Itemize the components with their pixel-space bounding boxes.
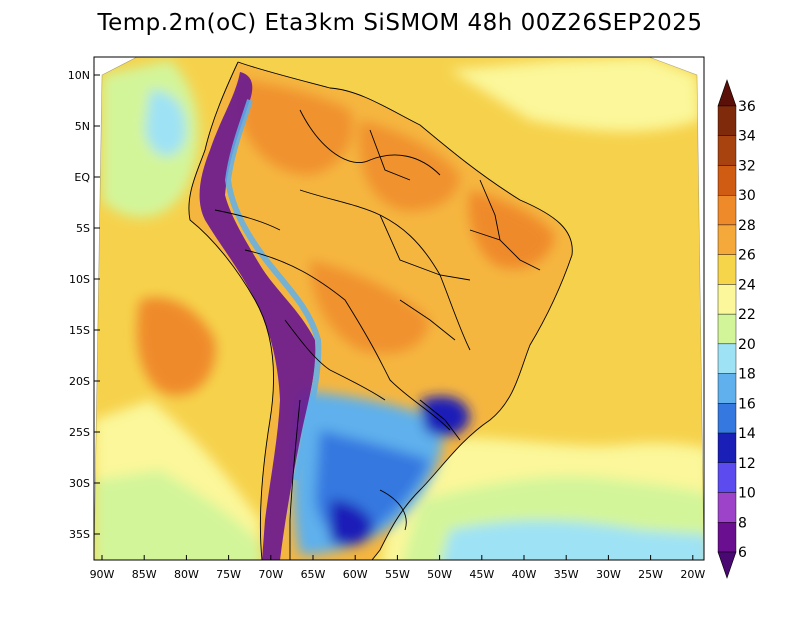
lon-label: 30W <box>596 568 621 581</box>
colorbar-labels: 36 34 32 30 28 26 24 22 20 18 16 14 12 10 8 6 <box>738 99 756 561</box>
colorbar-segment <box>717 492 737 523</box>
lon-label: 60W <box>343 568 368 581</box>
west-coastline <box>188 61 274 560</box>
amazon-hot-region <box>359 120 460 211</box>
colorbar-label: 20 <box>738 337 756 353</box>
brazil-state-3 <box>439 274 471 351</box>
colorbar-label: 16 <box>738 396 756 412</box>
colorbar-label: 30 <box>738 188 756 204</box>
lon-label: 65W <box>301 568 326 581</box>
lat-label: 5S <box>76 222 90 235</box>
argentina-chile-border <box>289 399 301 560</box>
lon-label: 55W <box>385 568 410 581</box>
colorbar-label: 22 <box>738 307 756 323</box>
brazil-border-west <box>244 249 451 431</box>
colorbar-segment <box>717 522 737 553</box>
colombia-peru-border <box>214 209 281 231</box>
colorbar-segment <box>717 403 737 434</box>
southern-colder-region <box>330 500 375 546</box>
lat-label: 10N <box>68 69 90 82</box>
pacific-warm-patch <box>136 297 216 396</box>
temperature-field <box>94 57 704 560</box>
brazil-state-4 <box>469 229 541 271</box>
colorbar-top-arrow <box>717 79 737 107</box>
colorbar-segment <box>717 462 737 493</box>
brazil-state-5 <box>399 299 456 341</box>
south-atlantic-colder <box>440 520 704 560</box>
lon-label: 70W <box>258 568 283 581</box>
colorbar-segment <box>717 373 737 404</box>
lon-label: 25W <box>638 568 663 581</box>
colorbar-label: 14 <box>738 426 756 442</box>
lat-label: 25S <box>69 426 90 439</box>
colorbar-label: 10 <box>738 486 756 502</box>
andes-edge <box>224 99 322 481</box>
brazil-border-north <box>299 109 441 176</box>
colorbar-segment <box>717 194 737 226</box>
colorbar-label: 12 <box>738 456 756 472</box>
lat-label: 10S <box>69 273 90 286</box>
colorbar-label: 18 <box>738 367 756 383</box>
colorbar-label: 6 <box>738 545 747 561</box>
northeast-hot-region <box>468 190 555 269</box>
north-atlantic-cool <box>450 57 700 132</box>
colorbar-label: 24 <box>738 277 756 293</box>
peru-bolivia-border <box>284 319 331 371</box>
colorbar-segment <box>717 254 737 285</box>
lat-label: 15S <box>69 324 90 337</box>
lat-label: 35S <box>69 528 90 541</box>
colorbar-label: 32 <box>738 158 756 174</box>
latitude-labels: 10N 5N EQ 5S 10S 15S 20S 25S 30S 35S <box>68 69 100 541</box>
lon-label: 75W <box>216 568 241 581</box>
brazil-state-2 <box>379 214 471 281</box>
colorbar-segment <box>717 135 737 166</box>
southeast-cold-region <box>420 396 470 437</box>
colorbar-label: 26 <box>738 248 756 264</box>
uruguay-border <box>379 489 407 531</box>
colorbar-segment <box>717 343 737 374</box>
colorbar-label: 8 <box>738 515 747 531</box>
colorbar-segments <box>717 79 737 579</box>
brazil-state-7 <box>369 129 411 181</box>
colorbar-label: 28 <box>738 218 756 234</box>
bolivia-paraguay-border <box>329 369 386 401</box>
lon-label: 80W <box>174 568 199 581</box>
lon-label: 40W <box>512 568 537 581</box>
lon-label: 20W <box>680 568 705 581</box>
north-pacific-colder <box>145 90 186 157</box>
lon-label: 35W <box>554 568 579 581</box>
brazil-state-8 <box>479 179 501 241</box>
colorbar-segment <box>717 313 737 345</box>
lat-label: 20S <box>69 375 90 388</box>
country-borders <box>188 61 573 560</box>
brazil-state-6 <box>419 399 461 441</box>
lon-label: 85W <box>132 568 157 581</box>
pacific-cold-coast <box>94 470 262 560</box>
colorbar-label: 34 <box>738 129 756 145</box>
colorbar-bottom-arrow <box>717 551 737 579</box>
andes-cold-band <box>199 72 316 560</box>
lon-label: 50W <box>427 568 452 581</box>
longitude-labels: 90W 85W 80W 75W 70W 65W 60W 55W 50W 45W 40W 35W 30W 2… <box>90 555 705 581</box>
axis-frame <box>93 56 705 561</box>
colorbar-segment <box>717 284 737 315</box>
map-title: Temp.2m(oC) Eta3km SiSMOM 48h 00Z26SEP20… <box>97 10 703 36</box>
lat-label: 5N <box>75 120 90 133</box>
central-hot-region <box>310 260 430 354</box>
colorbar-segment <box>717 105 737 136</box>
lon-label: 45W <box>469 568 494 581</box>
lon-label: 90W <box>90 568 115 581</box>
colorbar-label: 36 <box>738 99 756 115</box>
colorbar-segment <box>717 432 737 464</box>
lat-label: EQ <box>74 171 90 184</box>
north-hot-region <box>240 80 353 175</box>
lat-label: 30S <box>69 477 90 490</box>
coastline <box>237 61 573 560</box>
colorbar-segment <box>717 165 737 196</box>
colorbar-segment <box>717 224 737 255</box>
